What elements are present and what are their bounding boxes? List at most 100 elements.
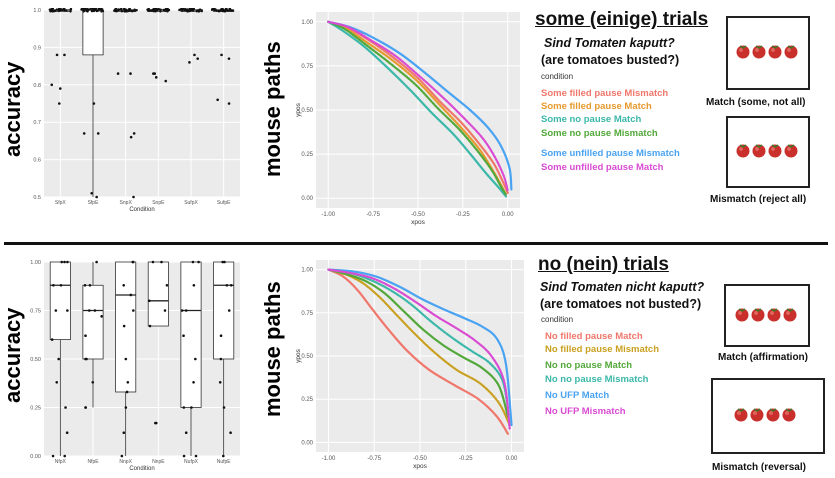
x-tick-label: SnpE <box>152 200 165 206</box>
data-point <box>63 9 66 12</box>
x-tick-label: -0.25 <box>459 456 473 462</box>
data-point <box>164 79 168 83</box>
data-point <box>57 8 61 12</box>
tomato-stem <box>755 144 763 148</box>
data-point <box>64 406 67 409</box>
data-point <box>183 8 187 12</box>
tomato-stem <box>770 308 778 312</box>
data-point <box>216 98 219 102</box>
data-point <box>231 9 234 12</box>
data-point <box>188 9 191 12</box>
x-axis-title: Condition <box>129 466 154 472</box>
data-point <box>57 102 61 105</box>
data-point <box>228 9 232 12</box>
data-point <box>210 8 214 12</box>
y-tick-label: 1.00 <box>301 20 313 26</box>
data-point <box>219 357 223 361</box>
series-line <box>327 20 508 196</box>
data-point <box>82 132 86 135</box>
data-point <box>152 8 156 11</box>
data-point <box>188 61 191 64</box>
series-line <box>327 268 511 430</box>
series-line <box>327 268 509 418</box>
data-point <box>122 324 126 328</box>
data-point <box>194 454 198 458</box>
data-point <box>159 10 162 13</box>
data-point <box>225 8 228 11</box>
y-tick-label: 0.50 <box>301 108 313 114</box>
data-point <box>182 334 185 338</box>
data-point <box>229 431 232 435</box>
y-tick-label: 0.00 <box>301 196 313 202</box>
mouse-paths-chart-top: -1.00 -0.75 -0.50 -0.25 0.00 0.00 0.25 0.50 0.75… <box>295 12 520 226</box>
box <box>49 261 71 340</box>
legend-entry: No no pause Mismatch <box>545 374 649 385</box>
data-point <box>55 380 59 384</box>
legend-entry: No no pause Match <box>545 360 633 371</box>
tomato-stem <box>787 45 795 49</box>
data-point <box>129 135 133 139</box>
tomato-highlight <box>754 311 758 315</box>
tomato-stem <box>786 308 794 312</box>
data-point <box>122 431 126 435</box>
data-point <box>96 132 100 135</box>
legend-entry: Some unfilled pause Match <box>541 162 664 173</box>
data-point <box>58 87 62 90</box>
data-point <box>120 454 124 458</box>
data-point <box>95 9 98 13</box>
data-point <box>129 72 132 75</box>
legend-entry: Some unfilled pause Mismatch <box>541 148 680 159</box>
x-tick-label: NfpE <box>87 459 99 465</box>
y-tick-label: 0.25 <box>301 397 313 403</box>
x-tick-label: NfpX <box>55 459 67 465</box>
y-tick-label: 1.00 <box>301 268 313 274</box>
data-point <box>57 357 60 361</box>
data-point <box>91 8 95 10</box>
data-point <box>116 72 120 75</box>
data-point <box>160 260 163 264</box>
data-point <box>185 8 189 11</box>
data-point <box>66 309 69 312</box>
tomato-stem <box>785 408 793 412</box>
tomato-stem <box>754 308 762 312</box>
data-point <box>63 53 66 57</box>
legend-entry: Some no pause Match <box>541 114 642 125</box>
legend-entry: Some filled pause Match <box>541 101 652 112</box>
tomato-stem <box>771 144 779 148</box>
legend-entry: Some no pause Mismatch <box>541 128 658 139</box>
tomato-stem <box>739 144 747 148</box>
tomato-highlight <box>787 48 791 52</box>
data-point <box>59 283 63 287</box>
mouse-paths-chart-bottom: -1.00 -0.75 -0.50 -0.25 0.00 0.00 0.25 0.50 0.75… <box>295 260 524 470</box>
data-point <box>93 309 97 312</box>
y-tick-label: 0.6 <box>33 158 41 164</box>
data-point <box>60 260 64 264</box>
data-point <box>229 283 233 287</box>
data-point <box>63 454 67 458</box>
accuracy-boxplot-top: 0.5 0.6 0.7 0.8 0.9 1.0 SfpX SfpE SnpX SnpE SufpX S… <box>33 8 240 213</box>
data-point <box>132 132 136 135</box>
y-tick-label: 0.75 <box>301 64 313 70</box>
data-point <box>188 8 192 10</box>
tomatoes-image <box>734 305 800 328</box>
data-point <box>90 9 94 13</box>
legend-title-top: condition <box>541 72 574 81</box>
data-point <box>125 390 129 394</box>
box <box>82 9 104 56</box>
tomato-highlight <box>738 311 742 315</box>
data-point <box>98 8 101 11</box>
legend-entry: No UFP Match <box>545 390 610 401</box>
tomato-highlight <box>739 147 743 151</box>
data-point <box>87 309 91 312</box>
x-tick-label: NufpE <box>217 459 232 465</box>
data-point <box>193 53 196 57</box>
data-point <box>55 53 59 57</box>
x-tick-label: -0.25 <box>456 212 470 218</box>
data-point <box>84 357 87 361</box>
tomatoes-image <box>735 141 801 164</box>
tomato-group <box>736 45 798 59</box>
data-point <box>120 8 123 10</box>
legend-entry: No UFP Mismatch <box>545 406 626 417</box>
data-point <box>148 299 151 303</box>
series-line <box>327 268 513 427</box>
